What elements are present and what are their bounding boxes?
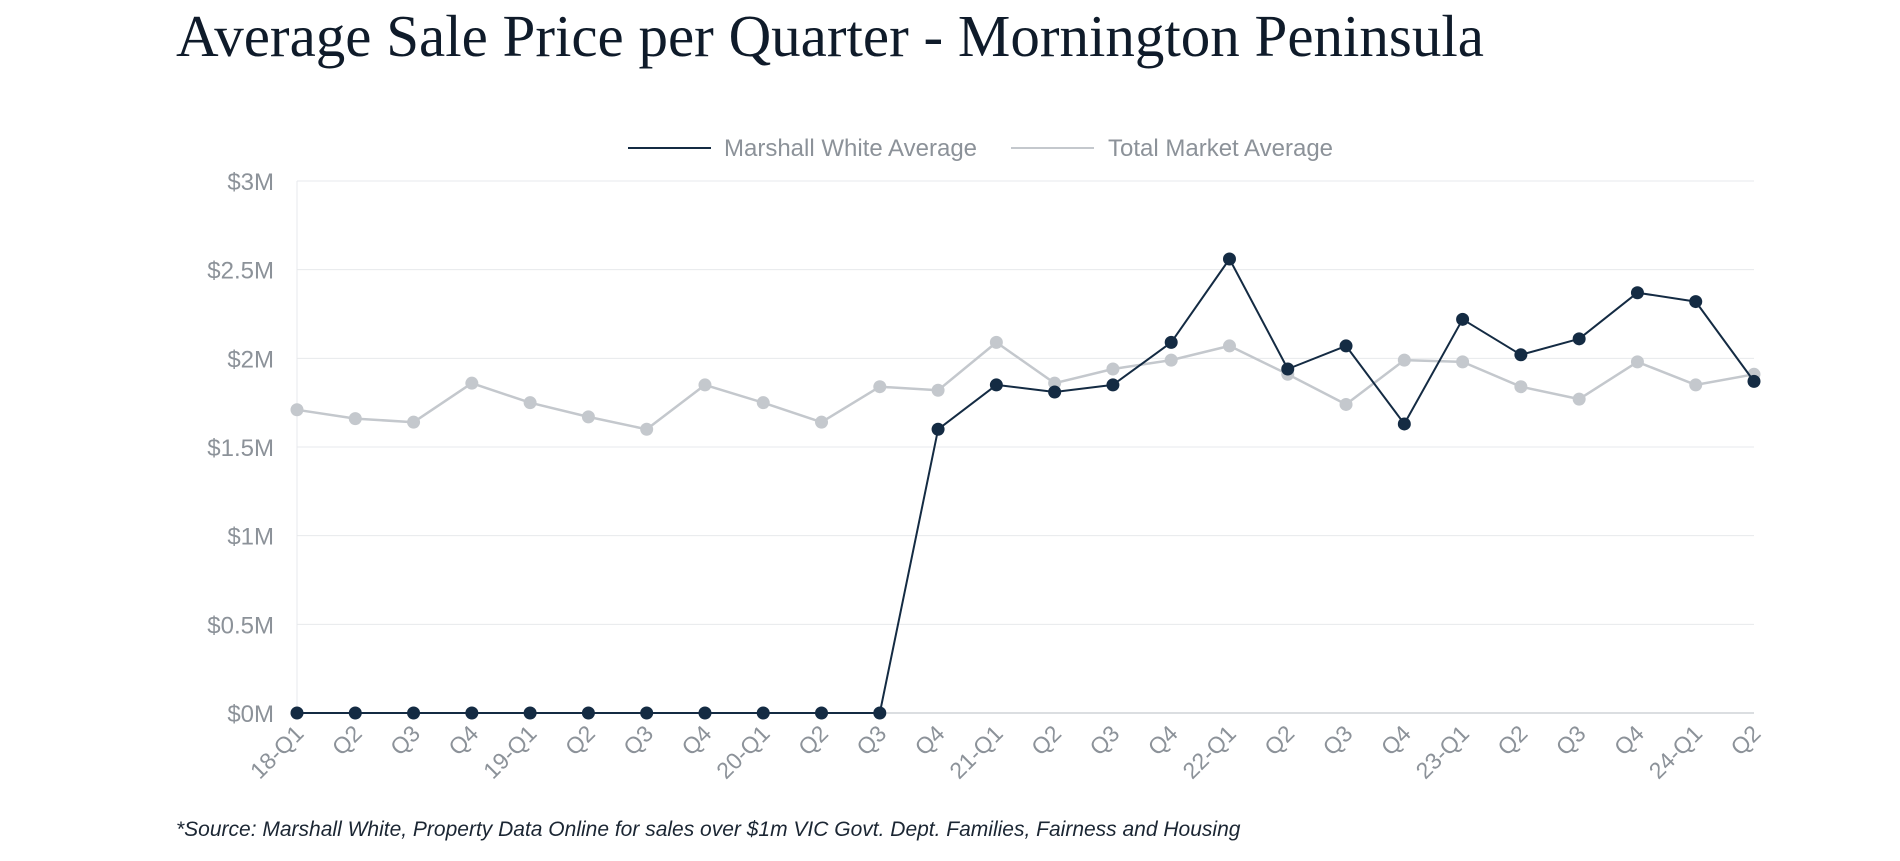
data-point-marshall-white (989, 378, 1003, 392)
x-tick-label: 21-Q1 (944, 720, 1008, 784)
data-point-marshall-white (1281, 362, 1295, 376)
x-tick-label: Q4 (910, 720, 950, 760)
data-point-marshall-white (1514, 348, 1528, 362)
data-point-total-market (1572, 392, 1586, 406)
data-point-marshall-white (1048, 385, 1062, 399)
x-tick-label: Q2 (1026, 720, 1066, 760)
data-point-marshall-white (581, 706, 595, 720)
x-tick-label: 24-Q1 (1644, 720, 1708, 784)
x-tick-label: Q2 (560, 720, 600, 760)
y-axis: $0M $0.5M $1M $1.5M $2M $2.5M $3M (207, 169, 274, 728)
data-point-marshall-white (756, 706, 770, 720)
y-tick-label: $1.5M (207, 435, 274, 462)
grid-lines (296, 180, 1754, 714)
data-point-marshall-white (1572, 332, 1586, 346)
source-note: *Source: Marshall White, Property Data O… (176, 818, 1241, 841)
data-point-total-market (1222, 339, 1236, 353)
data-point-total-market (1339, 397, 1353, 411)
data-point-total-market (756, 396, 770, 410)
x-tick-label: Q3 (618, 720, 658, 760)
data-point-total-market (640, 422, 654, 436)
x-tick-label: Q4 (1376, 720, 1416, 760)
data-point-total-market (465, 376, 479, 390)
x-tick-label: Q2 (1259, 720, 1299, 760)
series-line-total-market (296, 341, 1755, 431)
data-point-total-market (581, 410, 595, 424)
x-tick-label: Q4 (676, 720, 716, 760)
data-point-total-market (931, 383, 945, 397)
data-point-marshall-white (523, 706, 537, 720)
data-point-marshall-white (465, 706, 479, 720)
data-point-marshall-white (1164, 335, 1178, 349)
x-tick-label: Q4 (443, 720, 483, 760)
data-point-marshall-white (348, 706, 362, 720)
data-point-marshall-white (931, 422, 945, 436)
data-point-total-market (1689, 378, 1703, 392)
x-tick-label: Q3 (1317, 720, 1357, 760)
data-point-marshall-white (1689, 295, 1703, 309)
x-tick-label: Q4 (1609, 720, 1649, 760)
x-tick-label: Q2 (1492, 720, 1532, 760)
x-tick-label: 20-Q1 (711, 720, 775, 784)
data-point-total-market (873, 380, 887, 394)
x-tick-label: Q2 (327, 720, 367, 760)
x-tick-label: Q3 (385, 720, 425, 760)
data-point-marshall-white (407, 706, 421, 720)
data-point-total-market (290, 403, 304, 417)
y-tick-label: $0.5M (207, 612, 274, 639)
data-point-marshall-white (1630, 286, 1644, 300)
legend: Marshall White Average Total Market Aver… (628, 135, 1333, 162)
x-tick-label: Q4 (1143, 720, 1183, 760)
data-point-marshall-white (1747, 374, 1761, 388)
data-point-total-market (1397, 353, 1411, 367)
data-point-total-market (523, 396, 537, 410)
x-tick-label: Q3 (1551, 720, 1591, 760)
x-tick-label: 23-Q1 (1411, 720, 1475, 784)
data-point-marshall-white (1397, 417, 1411, 431)
data-point-marshall-white (640, 706, 654, 720)
y-tick-label: $2M (227, 346, 274, 373)
x-tick-label: Q3 (851, 720, 891, 760)
data-point-total-market (989, 335, 1003, 349)
y-tick-label: $2.5M (207, 258, 274, 285)
x-tick-label: Q3 (1084, 720, 1124, 760)
y-tick-label: $1M (227, 524, 274, 551)
data-point-total-market (348, 412, 362, 426)
x-tick-label: 18-Q1 (245, 720, 309, 784)
data-point-marshall-white (1456, 312, 1470, 326)
data-point-total-market (1514, 380, 1528, 394)
data-point-marshall-white (1222, 252, 1236, 266)
data-point-total-market (1164, 353, 1178, 367)
data-point-total-market (407, 415, 421, 429)
data-point-total-market (815, 415, 829, 429)
y-tick-label: $3M (227, 169, 274, 196)
page-title: Average Sale Price per Quarter - Morning… (176, 3, 1484, 69)
data-point-marshall-white (698, 706, 712, 720)
y-tick-label: $0M (227, 701, 274, 728)
series-line-marshall-white (297, 258, 1755, 714)
legend-label-total-market: Total Market Average (1108, 135, 1333, 162)
series-group (290, 252, 1761, 720)
data-point-total-market (698, 378, 712, 392)
data-point-marshall-white (290, 706, 304, 720)
x-tick-label: 22-Q1 (1177, 720, 1241, 784)
data-point-marshall-white (815, 706, 829, 720)
data-point-total-market (1630, 355, 1644, 369)
data-point-total-market (1106, 362, 1120, 376)
legend-label-marshall-white: Marshall White Average (724, 135, 977, 162)
x-tick-label: 19-Q1 (478, 720, 542, 784)
x-tick-label: Q2 (793, 720, 833, 760)
data-point-marshall-white (873, 706, 887, 720)
data-point-marshall-white (1339, 339, 1353, 353)
x-tick-label: Q2 (1725, 720, 1765, 760)
data-point-total-market (1456, 355, 1470, 369)
data-point-marshall-white (1106, 378, 1120, 392)
